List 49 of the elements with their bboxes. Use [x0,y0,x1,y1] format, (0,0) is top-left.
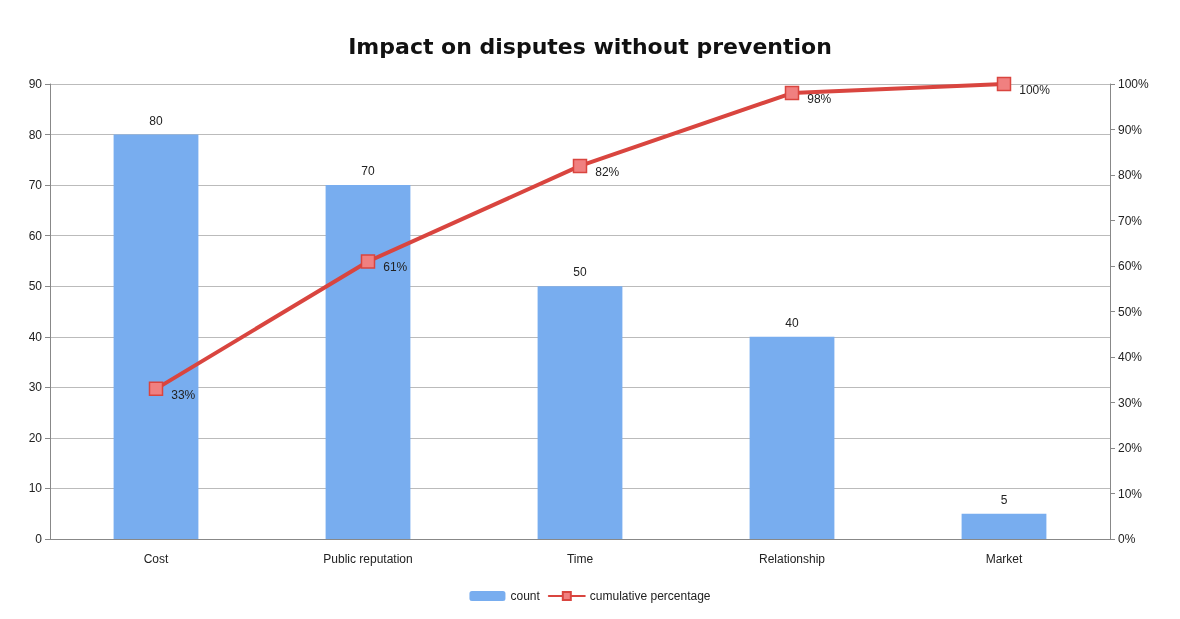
bar [961,513,1047,539]
bar [325,185,411,539]
legend-label: count [510,589,541,603]
y-tick-label: 0 [35,532,43,546]
y-tick-label: 60 [28,228,43,243]
y2-tick-label: 20% [1118,441,1143,455]
data-label: 82% [595,164,620,179]
point [996,76,1012,92]
point [572,158,588,174]
data-label: 80 [149,113,163,128]
x-tick-label: Time [566,552,594,566]
y-tick-label: 80 [28,127,43,142]
y-tick-label: 20 [28,430,43,445]
point [148,381,164,397]
y-tick-label: 40 [28,329,43,344]
y2-tick-label: 80% [1118,168,1143,182]
x-tick-label: Market [985,552,1023,566]
point [360,254,376,269]
data-label: 5 [1000,492,1008,507]
y2-tick-label: 0% [1118,532,1136,546]
y-tick-label: 70 [28,178,43,193]
y2-tick-label: 40% [1118,350,1143,364]
data-label: 100% [1019,83,1051,97]
data-label: 61% [383,260,408,275]
y-tick-label: 90 [28,77,43,91]
bar [537,286,623,539]
bar [113,134,199,539]
legend-label: cumulative percentage [589,589,711,603]
data-label: 98% [807,92,832,107]
y2-tick-label: 100% [1118,77,1150,91]
x-tick-label: Public reputation [323,552,413,566]
data-label: 70 [361,164,375,179]
data-label: 50 [573,265,587,280]
data-label: 40 [785,315,799,330]
data-label: 33% [171,387,196,402]
y2-tick-label: 60% [1118,259,1143,273]
y2-tick-label: 30% [1118,395,1143,410]
point [784,85,800,101]
y-tick-label: 10 [28,481,43,496]
x-tick-label: Cost [143,552,169,566]
chart-title: Impact on disputes without prevention [348,33,832,59]
x-tick-label: Relationship [758,552,826,566]
y2-tick-label: 70% [1118,213,1143,228]
y2-tick-label: 10% [1118,486,1143,501]
y2-tick-label: 90% [1118,122,1143,137]
y2-tick-label: 50% [1118,304,1143,319]
y-tick-label: 50 [28,279,43,294]
bar [749,336,835,539]
y-tick-label: 30 [28,380,43,395]
